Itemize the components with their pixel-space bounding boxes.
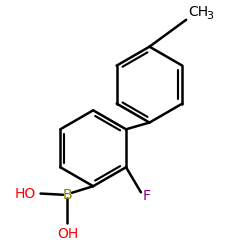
Text: 3: 3 <box>206 12 213 22</box>
Text: CH: CH <box>188 4 208 18</box>
Text: F: F <box>143 189 151 203</box>
Text: HO: HO <box>14 186 36 200</box>
Text: OH: OH <box>57 226 78 240</box>
Text: B: B <box>63 188 72 202</box>
